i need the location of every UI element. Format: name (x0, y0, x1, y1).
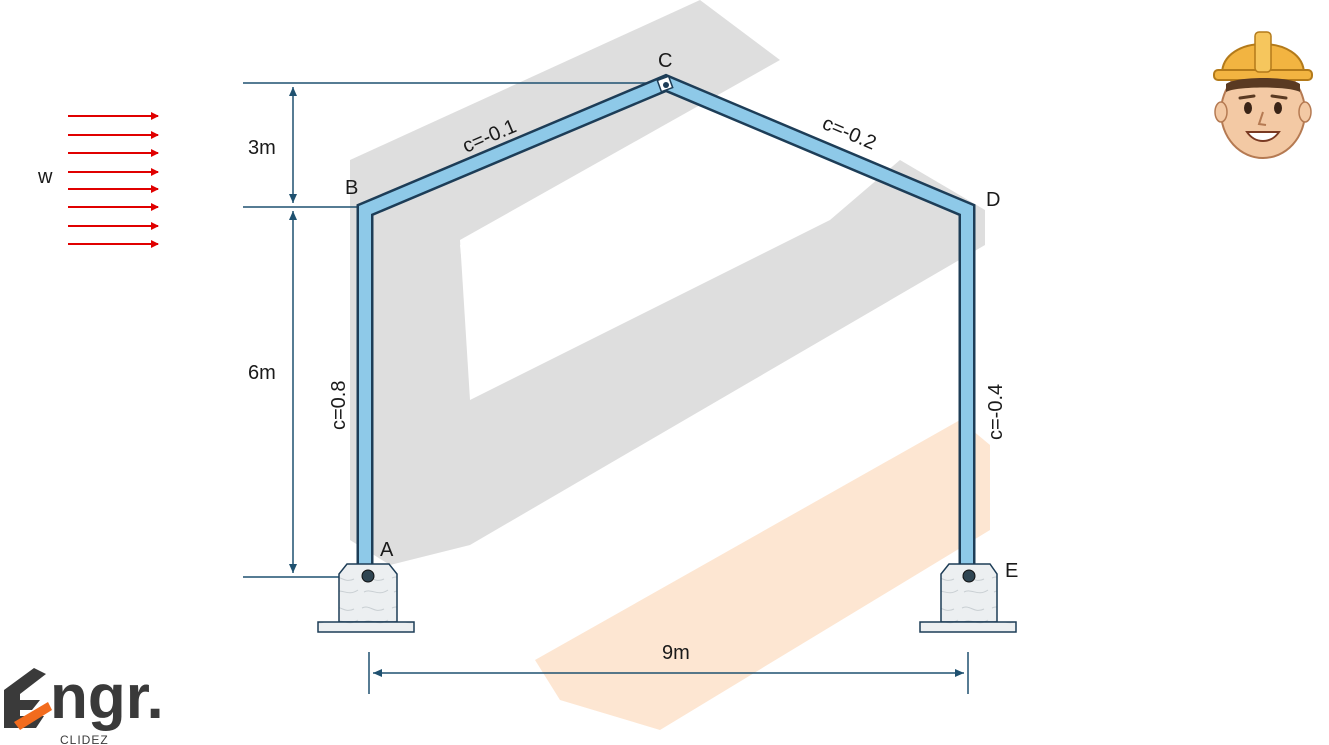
support-a (317, 563, 415, 633)
wind-load-label: w (37, 166, 53, 188)
roof-height-label: 3m (248, 137, 276, 159)
wind-load-arrows (68, 112, 159, 248)
support-e (919, 563, 1017, 633)
pin-a (361, 569, 375, 583)
coefficient-label-de: c=-0.4 (985, 384, 1007, 440)
logo-accent (14, 702, 52, 730)
engineer-mascot-icon (1213, 31, 1313, 159)
node-label-e: E (1005, 560, 1018, 582)
node-label-d: D (986, 189, 1000, 211)
node-label-c: C (658, 50, 672, 72)
node-label-b: B (345, 177, 358, 199)
span-dimension-group (368, 652, 969, 694)
span-label: 9m (662, 642, 690, 664)
column-height-label: 6m (248, 362, 276, 384)
logo-tagline: CLIDEZ (60, 733, 109, 745)
engr-logo: ngr. CLIDEZ (4, 663, 164, 745)
pin-e (962, 569, 976, 583)
watermark (350, 0, 990, 730)
logo-e-mark (4, 668, 46, 728)
logo-brand-text: ngr. (50, 663, 164, 732)
crown-hinge (656, 75, 674, 93)
coefficient-label-ab: c=0.8 (328, 381, 350, 430)
node-label-a: A (380, 539, 394, 561)
